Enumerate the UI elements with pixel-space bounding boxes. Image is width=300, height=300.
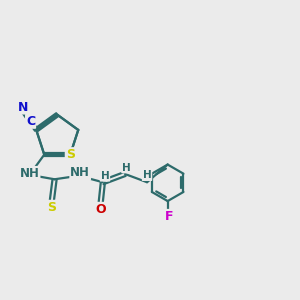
Text: NH: NH (20, 167, 40, 180)
Text: N: N (18, 100, 28, 113)
Text: F: F (165, 210, 173, 223)
Text: S: S (47, 201, 56, 214)
Text: S: S (66, 148, 75, 161)
Text: H: H (143, 170, 152, 180)
Text: O: O (95, 203, 106, 216)
Text: H: H (122, 163, 131, 172)
Text: NH: NH (70, 166, 90, 179)
Text: H: H (100, 171, 109, 181)
Text: C: C (26, 115, 35, 128)
